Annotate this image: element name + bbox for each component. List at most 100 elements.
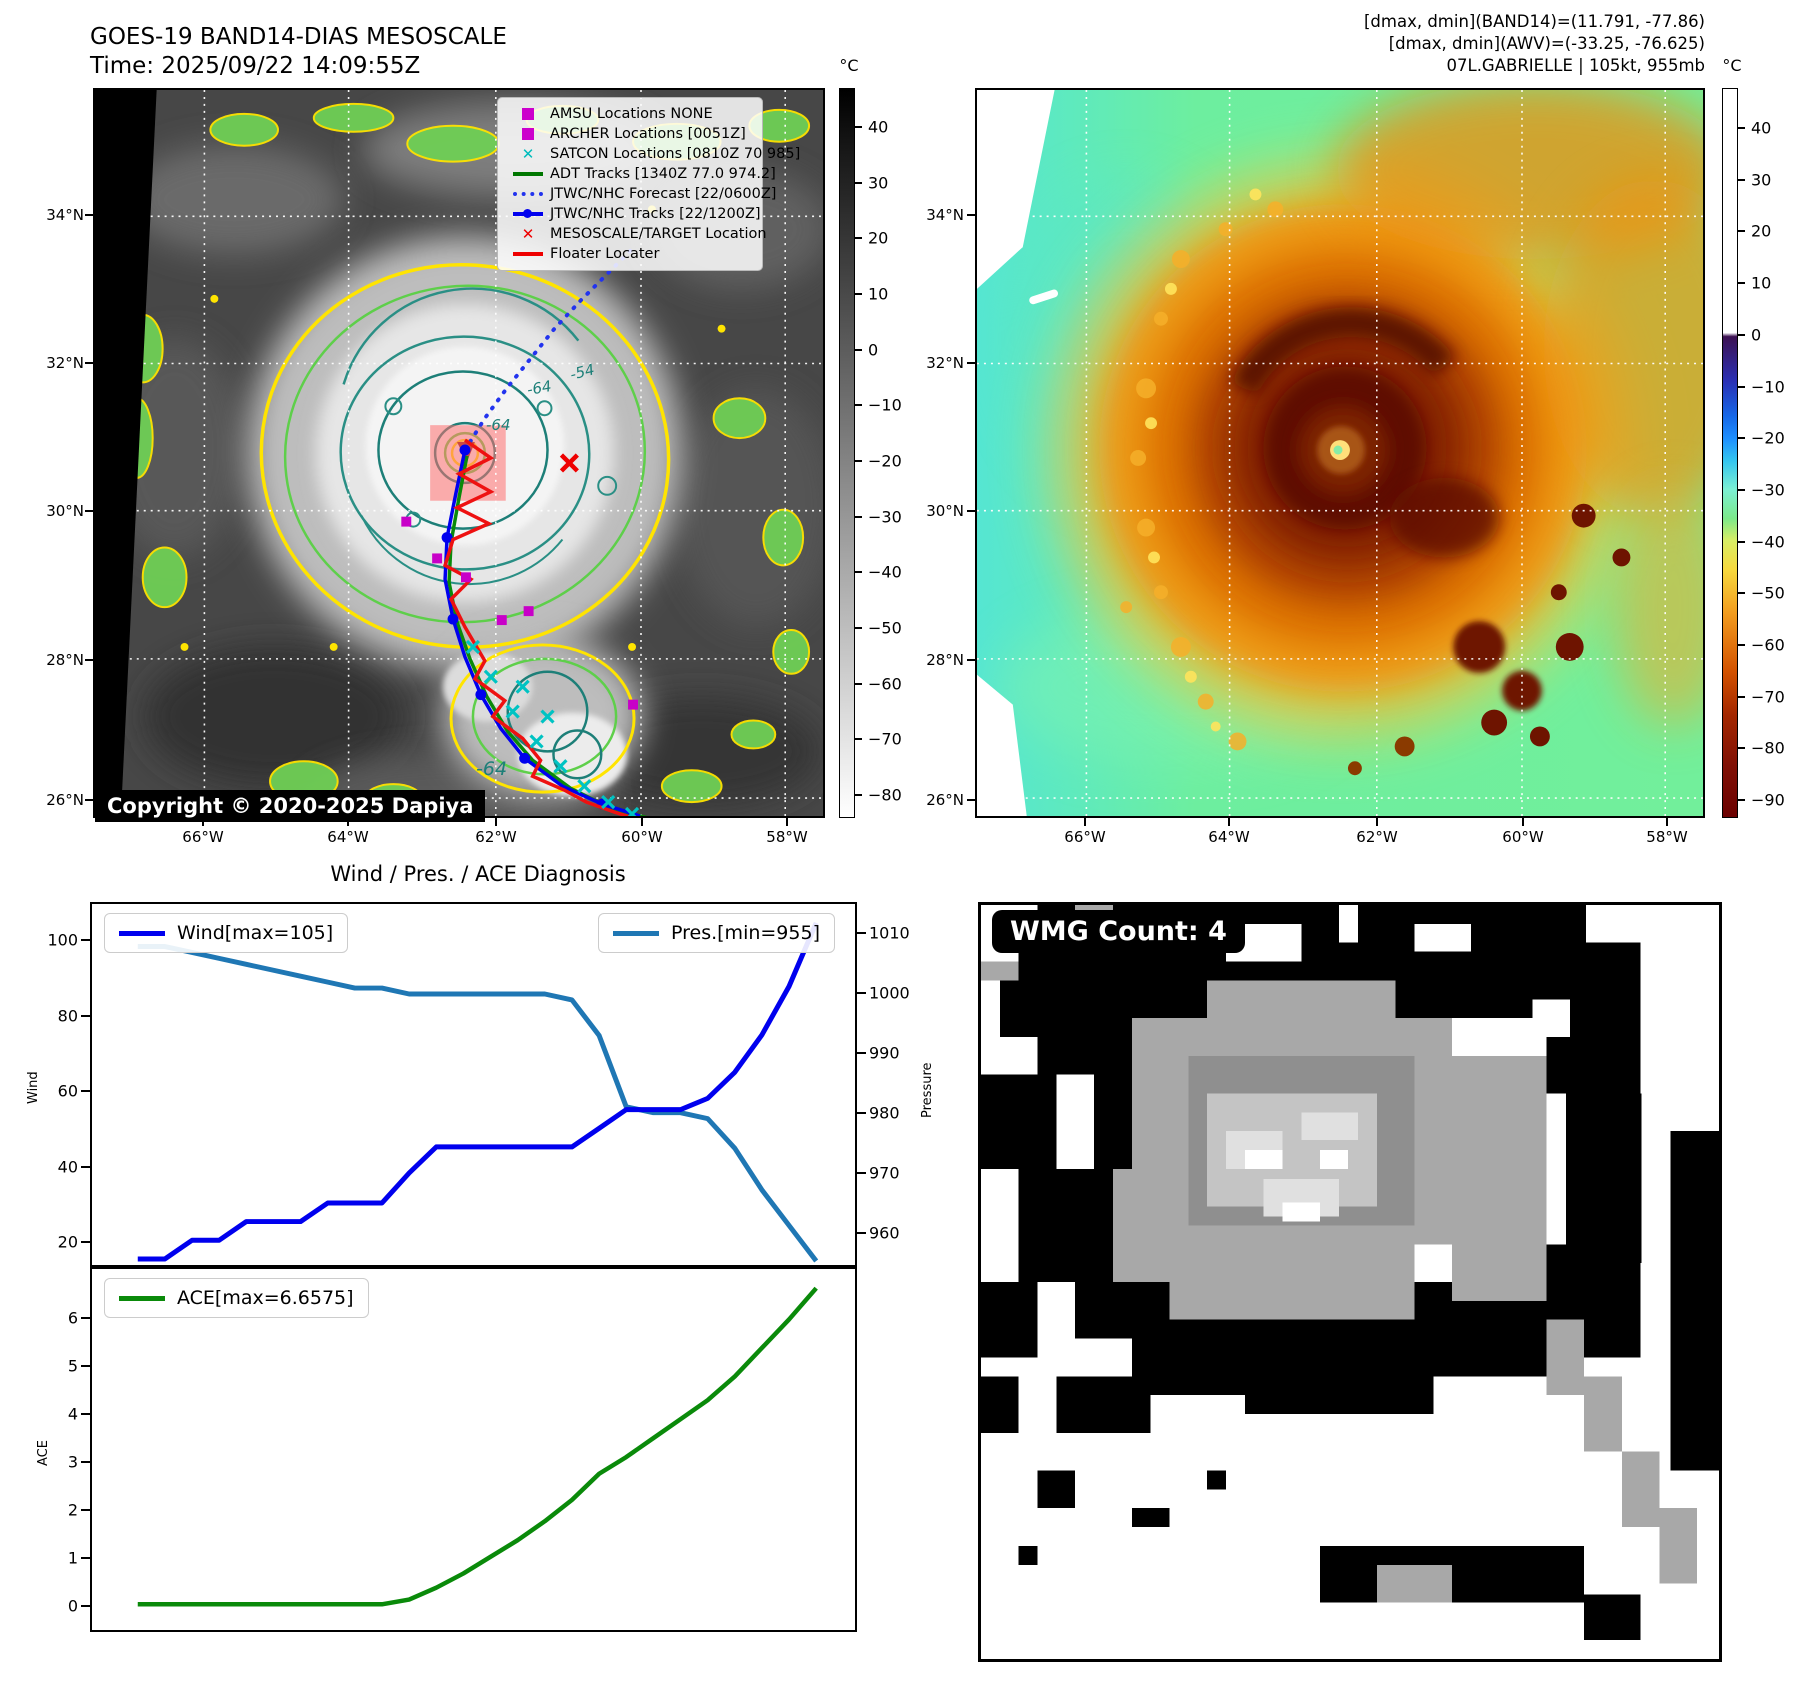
contour-label: -64 bbox=[486, 416, 511, 434]
lon-tick-label: 62°W bbox=[1356, 828, 1398, 846]
lat-tick-label: 28°N bbox=[926, 651, 964, 669]
lon-tick-label: 66°W bbox=[182, 828, 224, 846]
line-icon bbox=[506, 172, 550, 176]
ace-tick-mark bbox=[81, 1509, 90, 1511]
lat-tick-mark bbox=[85, 659, 93, 661]
colorbar-tick-label: 0 bbox=[1751, 325, 1762, 345]
outer-cloud-patches bbox=[119, 102, 811, 814]
lon-tick-label: 62°W bbox=[475, 828, 517, 846]
colorbar-tick-label: −20 bbox=[1751, 428, 1785, 448]
colorbar-tick-mark bbox=[855, 237, 862, 240]
colorbar-tick-label: −30 bbox=[1751, 480, 1785, 500]
wind-tick-label: 20 bbox=[57, 1232, 78, 1252]
colorbar-tick-mark bbox=[1738, 747, 1745, 750]
map-legend: AMSU Locations NONE ARCHER Locations [005… bbox=[497, 97, 800, 271]
map-legend-item: Floater Locater bbox=[506, 244, 752, 264]
lat-tick-mark bbox=[85, 362, 93, 364]
colorbar-tick-mark bbox=[855, 738, 862, 741]
ace-tick-mark bbox=[81, 1365, 90, 1367]
lon-tick-mark bbox=[1522, 818, 1524, 826]
lat-tick-label: 34°N bbox=[46, 206, 84, 224]
map-legend-item: ✕ MESOSCALE/TARGET Location bbox=[506, 224, 767, 244]
lon-tick-mark bbox=[202, 818, 204, 826]
lon-tick-label: 64°W bbox=[1208, 828, 1250, 846]
map-legend-label: JTWC/NHC Forecast [22/0600Z] bbox=[550, 186, 777, 202]
colorbar-tick-mark bbox=[1738, 333, 1745, 336]
lat-tick-mark bbox=[967, 659, 975, 661]
graticule bbox=[977, 90, 1703, 816]
wind-legend-label: Wind[max=105] bbox=[177, 922, 334, 944]
pressure-tick-mark bbox=[857, 1232, 866, 1234]
map-legend-label: MESOSCALE/TARGET Location bbox=[550, 226, 767, 242]
lat-tick-mark bbox=[967, 362, 975, 364]
line-dot-icon bbox=[506, 209, 550, 219]
colorbar-tick-mark bbox=[1738, 127, 1745, 129]
colorbar-tick-label: 20 bbox=[868, 228, 889, 248]
colorbar-tick-label: 40 bbox=[1751, 118, 1772, 138]
ace-tick-label: 6 bbox=[67, 1308, 78, 1328]
satcon-markers bbox=[465, 639, 640, 816]
colorbar-tick-mark bbox=[1738, 437, 1745, 440]
colorbar-tick-label: −80 bbox=[868, 785, 902, 805]
pressure-tick-mark bbox=[857, 1052, 866, 1054]
lon-tick-label: 60°W bbox=[621, 828, 663, 846]
colorbar-tick-mark bbox=[1738, 540, 1745, 543]
lat-tick-label: 26°N bbox=[926, 791, 964, 809]
pressure-legend-sample bbox=[613, 930, 659, 936]
colorbar-tick-label: 0 bbox=[868, 340, 879, 360]
colorbar-tick-label: −20 bbox=[868, 451, 902, 471]
ace-legend-sample bbox=[119, 1295, 165, 1301]
pressure-axis-label: Pressure bbox=[920, 1062, 935, 1118]
colorbar-tick-label: −70 bbox=[868, 729, 902, 749]
lon-tick-mark bbox=[641, 818, 643, 826]
map-legend-label: SATCON Locations [0810Z 70 985] bbox=[550, 146, 801, 162]
wind-tick-mark bbox=[81, 1014, 90, 1017]
lat-tick-label: 28°N bbox=[46, 651, 84, 669]
colorbar-tick-mark bbox=[1738, 799, 1745, 802]
ace-tick-mark bbox=[81, 1413, 90, 1415]
ace-tick-mark bbox=[81, 1557, 90, 1559]
colorbar-tick-label: 10 bbox=[1751, 273, 1772, 293]
square-icon bbox=[506, 128, 550, 140]
wind-tick-mark bbox=[81, 1241, 90, 1243]
ace-series-line bbox=[137, 1286, 818, 1607]
colorbar-tick-label: −60 bbox=[868, 674, 902, 694]
pressure-tick-label: 990 bbox=[869, 1043, 900, 1063]
map-legend-label: AMSU Locations NONE bbox=[550, 106, 713, 122]
ace-legend-label: ACE[max=6.6575] bbox=[177, 1287, 354, 1309]
wind-tick-label: 60 bbox=[57, 1081, 78, 1101]
awv-map-panel bbox=[975, 88, 1705, 818]
colorbar-tick-mark bbox=[855, 460, 862, 463]
lat-tick-label: 34°N bbox=[926, 206, 964, 224]
colorbar-tick-mark bbox=[855, 181, 862, 184]
pressure-legend-label: Pres.[min=955] bbox=[671, 922, 820, 944]
lat-tick-label: 30°N bbox=[926, 502, 964, 520]
colorbar-tick-label: 30 bbox=[1751, 170, 1772, 190]
map-legend-item: AMSU Locations NONE bbox=[506, 104, 752, 124]
wmg-count-label: WMG Count: 4 bbox=[992, 910, 1245, 953]
colorbar-tick-label: −50 bbox=[1751, 583, 1785, 603]
wind-tick-mark bbox=[81, 939, 90, 941]
colorbar-tick-mark bbox=[855, 404, 862, 407]
wind-tick-mark bbox=[81, 1165, 90, 1168]
lat-tick-mark bbox=[85, 510, 93, 512]
colorbar-tick-label: −60 bbox=[1751, 635, 1785, 655]
colorbar-tick-label: −40 bbox=[1751, 532, 1785, 552]
lon-tick-label: 60°W bbox=[1502, 828, 1544, 846]
pressure-tick-label: 1010 bbox=[869, 923, 910, 943]
colorbar-tick-label: −70 bbox=[1751, 687, 1785, 707]
lon-tick-label: 66°W bbox=[1064, 828, 1106, 846]
cloud-streak bbox=[1029, 289, 1059, 305]
convective-fringe bbox=[1120, 201, 1284, 751]
colorbar-tick-mark bbox=[1738, 592, 1745, 595]
diagnosis-title: Wind / Pres. / ACE Diagnosis bbox=[330, 862, 626, 886]
awv-colorbar bbox=[1722, 88, 1738, 818]
copyright-label: Copyright © 2020-2025 Dapiya bbox=[95, 790, 486, 822]
map-legend-label: ADT Tracks [1340Z 77.0 974.2] bbox=[550, 166, 776, 182]
lat-tick-mark bbox=[967, 799, 975, 801]
lon-tick-label: 58°W bbox=[766, 828, 808, 846]
square-icon bbox=[506, 108, 550, 120]
lat-tick-mark bbox=[967, 510, 975, 512]
wind-tick-label: 80 bbox=[57, 1006, 78, 1025]
map-legend-item: JTWC/NHC Forecast [22/0600Z] bbox=[506, 184, 776, 204]
